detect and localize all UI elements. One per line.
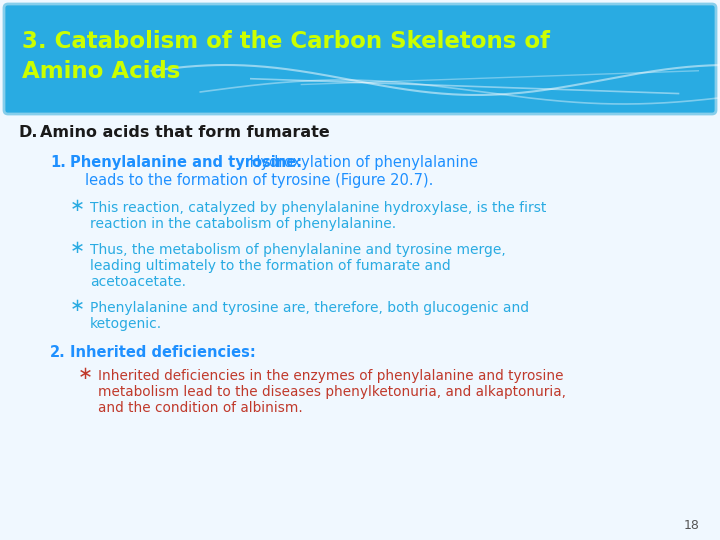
Text: 3. Catabolism of the Carbon Skeletons of: 3. Catabolism of the Carbon Skeletons of [22, 30, 550, 53]
Text: Phenylalanine and tyrosine are, therefore, both glucogenic and: Phenylalanine and tyrosine are, therefor… [90, 301, 529, 315]
Text: leading ultimately to the formation of fumarate and: leading ultimately to the formation of f… [90, 259, 451, 273]
Text: Thus, the metabolism of phenylalanine and tyrosine merge,: Thus, the metabolism of phenylalanine an… [90, 243, 505, 257]
Text: Phenylalanine and tyrosine:: Phenylalanine and tyrosine: [70, 155, 302, 170]
Text: Inherited deficiencies in the enzymes of phenylalanine and tyrosine: Inherited deficiencies in the enzymes of… [98, 369, 564, 383]
Text: 18: 18 [684, 519, 700, 532]
Text: 1.: 1. [50, 155, 66, 170]
Text: and the condition of albinism.: and the condition of albinism. [98, 401, 302, 415]
Text: acetoacetate.: acetoacetate. [90, 275, 186, 289]
Text: 2.: 2. [50, 345, 66, 360]
Text: Inherited deficiencies:: Inherited deficiencies: [70, 345, 256, 360]
Text: Amino Acids: Amino Acids [22, 60, 181, 83]
Text: Amino acids that form fumarate: Amino acids that form fumarate [40, 125, 330, 140]
Text: This reaction, catalyzed by phenylalanine hydroxylase, is the first: This reaction, catalyzed by phenylalanin… [90, 201, 546, 215]
Text: ∗: ∗ [70, 239, 85, 257]
Text: Hydroxylation of phenylalanine: Hydroxylation of phenylalanine [245, 155, 478, 170]
Text: ∗: ∗ [70, 297, 85, 315]
Text: metabolism lead to the diseases phenylketonuria, and alkaptonuria,: metabolism lead to the diseases phenylke… [98, 385, 566, 399]
Text: ∗: ∗ [70, 197, 85, 215]
Text: ∗: ∗ [78, 365, 93, 383]
Text: D.: D. [18, 125, 37, 140]
FancyBboxPatch shape [4, 4, 716, 114]
Text: leads to the formation of tyrosine (Figure 20.7).: leads to the formation of tyrosine (Figu… [85, 173, 433, 188]
Text: reaction in the catabolism of phenylalanine.: reaction in the catabolism of phenylalan… [90, 217, 396, 231]
Text: ketogenic.: ketogenic. [90, 317, 162, 331]
